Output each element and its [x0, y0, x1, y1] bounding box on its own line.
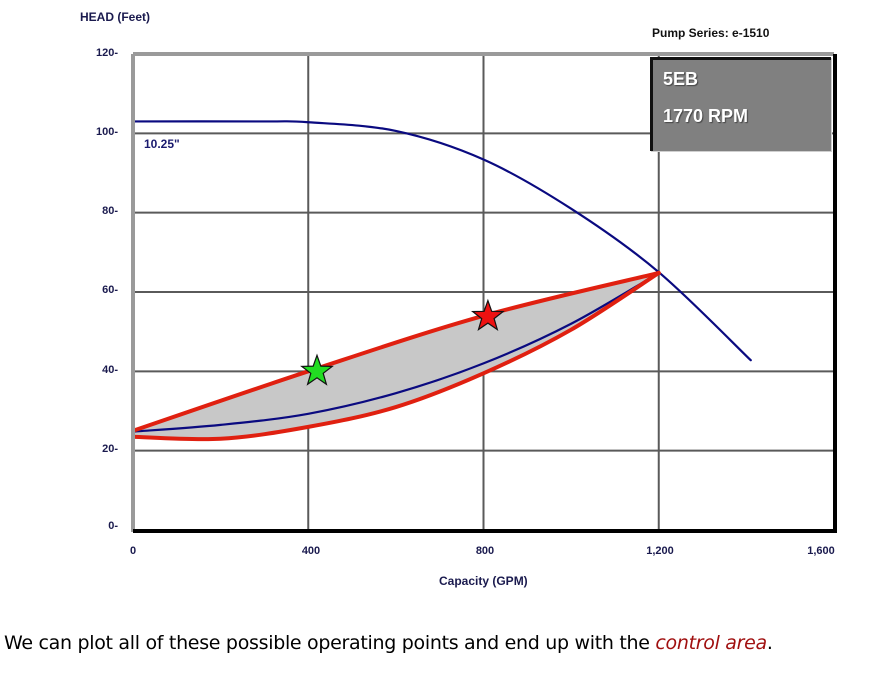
pump-model: 5EB: [663, 69, 699, 89]
y-tick-100: 100-: [95, 126, 118, 138]
x-axis-title: Capacity (GPM): [439, 574, 528, 588]
plot-frame: [131, 52, 837, 533]
caption-text: We can plot all of these possible operat…: [4, 632, 656, 654]
star-marker-icon: [300, 353, 334, 386]
y-axis-title: HEAD (Feet): [80, 10, 151, 24]
star-marker-icon: [471, 298, 505, 331]
x-tick-1200: 1,200: [646, 545, 674, 557]
operating-point-markers: [300, 298, 505, 386]
control-area-fill: [133, 272, 659, 440]
pump-speed: 1770 RPM: [663, 106, 749, 126]
y-tick-80: 80-: [102, 205, 118, 217]
series-line-1: [131, 271, 660, 433]
y-tick-20: 20-: [102, 443, 118, 455]
caption-emphasis: control area: [655, 632, 767, 654]
y-tick-120: 120-: [95, 47, 118, 59]
series-line-2: [131, 270, 661, 433]
slide-caption: We can plot all of these possible operat…: [4, 632, 773, 654]
series-line-3: [131, 270, 661, 442]
x-tick-0: 0: [129, 545, 137, 557]
y-tick-0: 0-: [108, 520, 118, 532]
x-tick-400: 400: [301, 545, 321, 557]
series-lines: [131, 120, 752, 442]
impeller-diameter-label: 10.25": [142, 137, 182, 151]
pump-series-label: Pump Series: e-1510: [652, 26, 770, 40]
y-tick-60: 60-: [102, 284, 118, 296]
x-tick-1600: 1,600: [807, 545, 835, 557]
x-tick-800: 800: [475, 545, 495, 557]
pump-info-box: 5EB 1770 RPM: [650, 57, 831, 151]
y-tick-40: 40-: [102, 364, 118, 376]
caption-end: .: [766, 632, 773, 654]
